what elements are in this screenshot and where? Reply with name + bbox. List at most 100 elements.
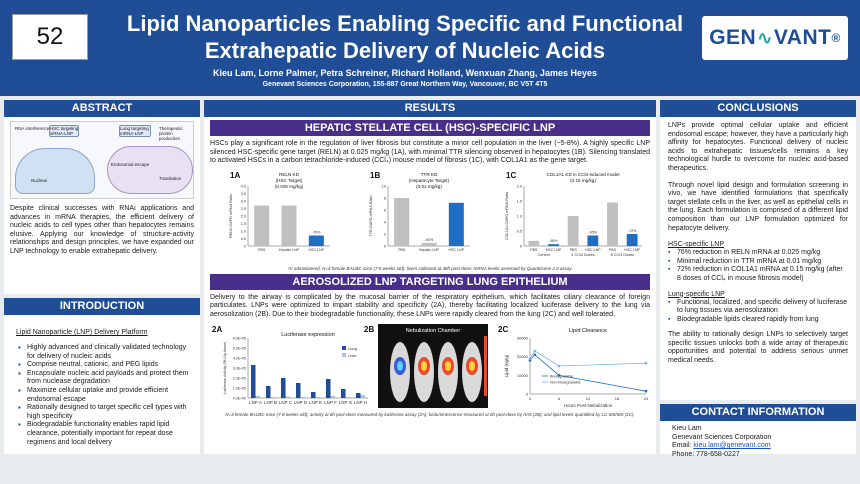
chart-title: (HSC Target) (276, 178, 303, 183)
y-tick-label: 3.0 (241, 199, 246, 203)
logo-text-left: GEN (709, 26, 757, 49)
bar (255, 395, 260, 398)
abstract-section: ABSTRACT RNA interference HSC targeting … (4, 100, 200, 294)
x-tick-label: LNP H (354, 400, 367, 405)
bar (296, 382, 301, 398)
y-tick-label: 4 (384, 220, 386, 224)
data-label: -94% (425, 238, 434, 242)
lung-list: Functional, localized, and specific deli… (668, 299, 848, 325)
email-link[interactable]: kieu.lam@genevant.com (693, 442, 771, 450)
data-point (528, 356, 532, 360)
lung-signal-core (445, 360, 451, 371)
list-item: Encapsulate nucleic acid payloads and pr… (18, 370, 190, 387)
fig-label: Translation (159, 176, 182, 181)
x-tick-label: 0 (529, 396, 532, 401)
bar (251, 364, 256, 398)
hsc-charts: 1A RELN KD (HSC Target) (0.025 mg/kg) 0 0.5 1.… (208, 168, 652, 266)
y-tick-label: 30000 (517, 335, 529, 340)
fig-label: Lung targeting mRNA-LNP (120, 126, 149, 136)
x-tick-label: HSC LNP (309, 248, 325, 252)
lung-text: Delivery to the airway is complicated by… (210, 293, 650, 318)
list-item: Rationally designed to target specific c… (18, 404, 190, 421)
x-axis-label: Hours Post-Nebulization (564, 403, 613, 408)
conclusions-paragraph: The ability to rationally design LNPs to… (668, 331, 848, 365)
conclusions-paragraph: Through novel lipid design and formulati… (668, 181, 848, 232)
legend-label: Lung (348, 346, 357, 351)
x-tick-label: LNP A (249, 400, 262, 405)
y-tick-label: 0 (384, 244, 386, 248)
introduction-list: Highly advanced and clinically validated… (4, 344, 200, 447)
affiliation: Genevant Sciences Corporation, 155-887 G… (262, 81, 548, 88)
y-axis-label: Luciferase Activity (RLU/g tissue) (223, 341, 227, 394)
x-tick-label: HSC LNP (624, 248, 640, 252)
legend-label: Liver (348, 353, 357, 358)
lung-subtitle: Lung-specific LNP (668, 290, 725, 298)
data-point (557, 364, 561, 367)
hsc-charts-svg: 1A RELN KD(HSC Target)(0.025 mg/kg) 0 0.5 1.… (229, 171, 642, 257)
y-tick-label: 6.0E+05 (233, 336, 246, 340)
x-tick-label: PBS (609, 248, 617, 252)
authors: Kieu Lam, Lorne Palmer, Petra Schreiner,… (213, 68, 597, 78)
x-tick-label: LNP B (264, 400, 277, 405)
bar (360, 394, 365, 398)
y-axis-label: TTR:GAPD mRNA Ratio (369, 195, 373, 236)
list-item: Biodegradable lipids cleared rapidly fro… (668, 316, 848, 325)
introduction-heading: INTRODUCTION (4, 298, 200, 315)
email-label: Email: (672, 442, 694, 450)
y-tick-label: 1.5 (241, 222, 246, 226)
group-label: 4 CCl4 Doses (571, 253, 595, 257)
y-axis-label: RELN:GAPD mRNA Ratio (229, 194, 233, 238)
list-item: Functional, localized, and specific deli… (668, 299, 848, 316)
bar (626, 233, 638, 246)
contact-name: Kieu Lam (672, 425, 702, 432)
dna-helix-icon: ∿ (757, 27, 773, 48)
data-label: -72% (628, 229, 637, 233)
x-tick-label: HSC LNP (585, 248, 601, 252)
hsc-subtitle: HSC-specific LNP (668, 241, 725, 249)
bar (548, 243, 559, 246)
legend-swatch (342, 345, 346, 350)
data-label: -76% (312, 230, 321, 234)
data-point (644, 361, 648, 365)
color-scale (484, 335, 487, 396)
y-tick-label: 1.0 (517, 214, 522, 218)
registered-mark: ® (831, 31, 841, 45)
contact-email-row: Email: kieu.lam@genevant.com (672, 442, 844, 451)
bar (281, 377, 286, 398)
chart-title: Lipid Clearance (569, 328, 607, 334)
poster-title: Lipid Nanoparticles Enabling Specific an… (110, 10, 700, 64)
x-tick-label: Hepatic LNP (419, 248, 440, 252)
x-tick-label: LNP E (309, 400, 322, 405)
bar (254, 205, 270, 246)
bar (281, 205, 297, 246)
lung-signal-core (469, 360, 475, 371)
title-line-2: Extrahepatic Delivery of Nucleic Acids (204, 38, 606, 63)
series-line (529, 350, 647, 366)
data-point (533, 353, 537, 356)
y-tick-label: 1.0E+05 (233, 386, 246, 390)
conclusions-paragraph: LNPs provide optimal cellular uptake and… (668, 122, 848, 172)
panel-label: 1B (370, 171, 380, 180)
contact-section: CONTACT INFORMATION Kieu Lam Genevant Sc… (660, 404, 856, 458)
bar (300, 396, 305, 398)
bar (345, 396, 350, 398)
title-line-1: Lipid Nanoparticles Enabling Specific an… (126, 11, 684, 36)
logo-text-right: VANT (773, 26, 832, 49)
y-tick-label: 1.5 (517, 199, 522, 203)
y-tick-label: 4.0 (241, 184, 246, 188)
bar (421, 242, 437, 246)
panel-label: 2B (364, 325, 374, 334)
bar (448, 202, 464, 246)
x-tick-label: LNP F (324, 400, 337, 405)
bar (270, 396, 275, 398)
legend-label: Biodegradable (550, 374, 573, 378)
cell-illustration (107, 146, 193, 194)
fig-label: Therapeutic protein production (159, 126, 183, 141)
lung-charts-svg: 2A Luciferase expression 0.0E+00 1.0E+05 2.0… (212, 323, 649, 408)
y-tick-label: 10 (382, 184, 386, 188)
chart-title: (Hepatocyte Target) (409, 178, 450, 183)
y-tick-label: 0 (520, 244, 522, 248)
chart-title: RELN KD (279, 172, 300, 177)
data-point (528, 358, 532, 362)
bar (285, 396, 290, 398)
